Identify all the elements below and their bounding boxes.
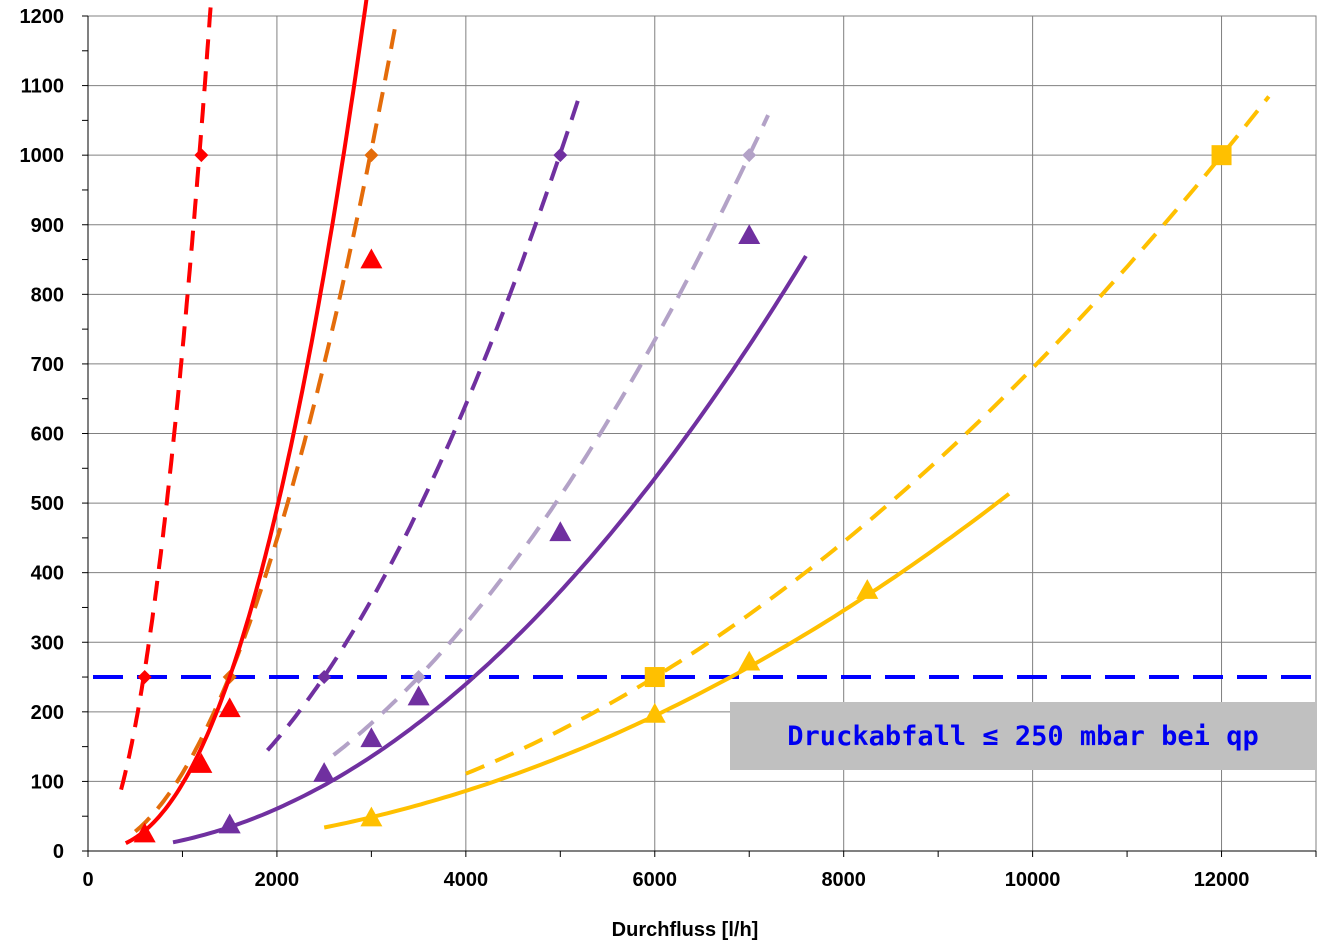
x-tick-label: 4000 (444, 869, 489, 891)
data-point-diamond (742, 148, 756, 162)
series-8 (324, 494, 1009, 828)
series-line (334, 115, 768, 755)
x-tick-label: 12000 (1194, 869, 1250, 891)
x-tick-label: 10000 (1005, 869, 1061, 891)
y-tick-label: 200 (31, 702, 64, 724)
y-tick-label: 500 (31, 493, 64, 515)
data-point-square (1212, 145, 1232, 165)
y-tick-label: 100 (31, 771, 64, 793)
x-tick-label: 0 (82, 869, 93, 891)
data-point-diamond (553, 148, 567, 162)
series-1 (121, 0, 213, 790)
data-point-diamond (194, 148, 208, 162)
series-line (268, 97, 580, 751)
series-7 (466, 97, 1269, 774)
y-tick-label: 800 (31, 284, 64, 306)
x-tick-label: 6000 (633, 869, 678, 891)
series-5 (334, 115, 768, 755)
x-tick-label: 8000 (821, 869, 866, 891)
series-line (126, 0, 405, 843)
y-tick-label: 1100 (21, 76, 64, 98)
series-4 (268, 97, 580, 751)
y-tick-label: 900 (31, 215, 64, 237)
data-point-square (645, 667, 665, 687)
data-point-triangle (313, 762, 335, 782)
y-tick-label: 0 (53, 841, 64, 863)
y-tick-label: 700 (31, 354, 64, 376)
data-point-triangle (549, 521, 571, 541)
data-point-triangle (360, 249, 382, 269)
x-axis-title: Durchfluss [l/h] (612, 919, 759, 941)
data-point-triangle (738, 224, 760, 244)
y-tick-label: 1000 (20, 145, 65, 167)
series-3 (126, 0, 405, 843)
y-tick-label: 1200 (20, 6, 65, 28)
y-tick-label: 300 (31, 632, 64, 654)
series-line (466, 97, 1269, 774)
series-line (324, 494, 1009, 828)
y-tick-label: 600 (31, 424, 64, 446)
series-line (121, 0, 213, 790)
y-tick-label: 400 (31, 563, 64, 585)
data-point-triangle (408, 686, 430, 706)
data-point-diamond (364, 148, 378, 162)
annotation-text: Druckabfall ≤ 250 mbar bei qp (787, 721, 1258, 752)
x-tick-label: 2000 (255, 869, 300, 891)
data-point-diamond (138, 670, 152, 684)
annotation-box: Druckabfall ≤ 250 mbar bei qp (730, 702, 1316, 770)
